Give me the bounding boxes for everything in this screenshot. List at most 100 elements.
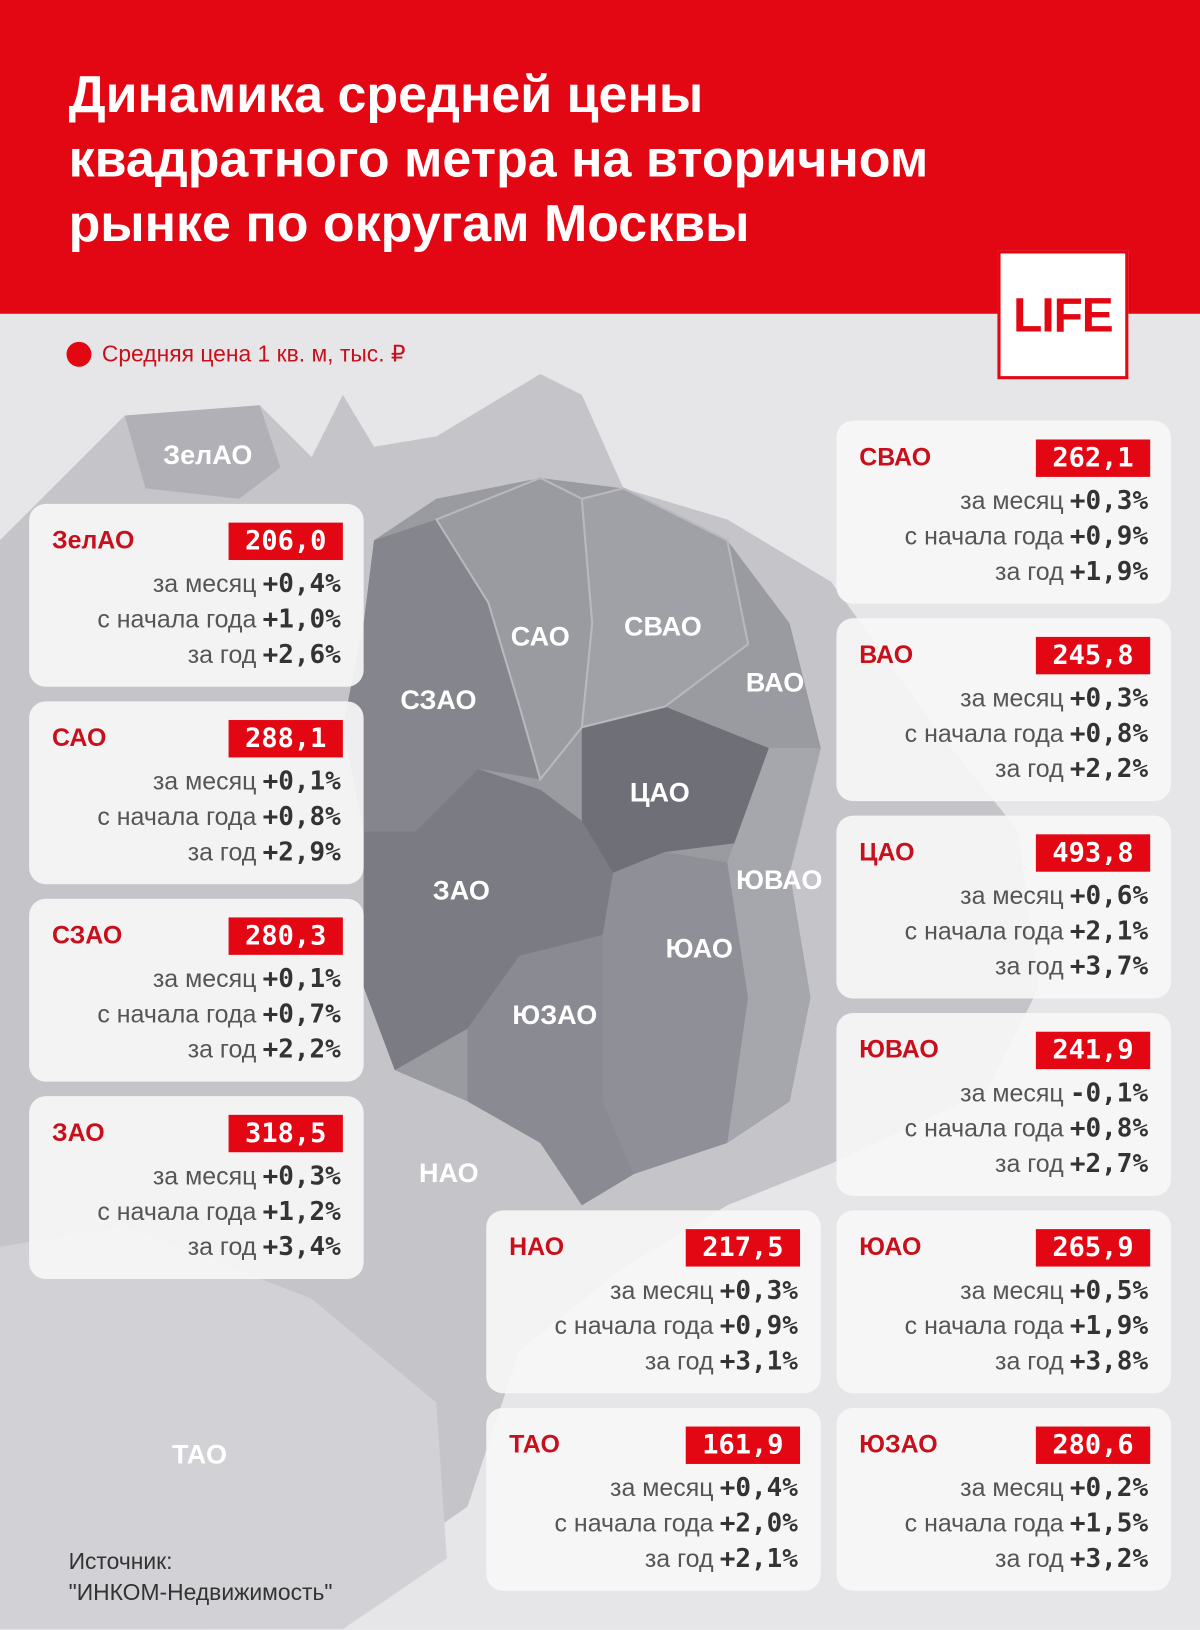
change-value: +0,8% bbox=[262, 801, 341, 832]
district-name: ЗелАО bbox=[51, 526, 135, 555]
title-line: рынке по округам Москвы bbox=[68, 194, 750, 253]
district-card: ЮВАО 241,9 за месяц -0,1% с начала года +0,8%… bbox=[836, 1013, 1171, 1196]
price: 245,8 bbox=[1035, 636, 1151, 675]
change-row: за месяц +0,4% bbox=[153, 568, 341, 599]
change-value: +1,0% bbox=[262, 603, 341, 634]
price: 217,5 bbox=[685, 1229, 801, 1267]
change-row: с начала года +0,7% bbox=[97, 998, 340, 1029]
change-row: за месяц +0,4% bbox=[610, 1472, 798, 1503]
change-value: +0,2% bbox=[1069, 1472, 1149, 1503]
change-value: +2,2% bbox=[1069, 753, 1149, 784]
change-row: с начала года +1,5% bbox=[905, 1508, 1148, 1539]
district-card: ВАО 245,8 за месяц +0,3% с начала года +0,8% з… bbox=[836, 618, 1171, 802]
change-row: с начала года +2,1% bbox=[905, 915, 1148, 946]
change-value: +0,5% bbox=[1069, 1274, 1149, 1305]
price: 262,1 bbox=[1035, 439, 1151, 477]
change-label: за месяц bbox=[152, 767, 257, 796]
change-row: за год +2,2% bbox=[995, 753, 1148, 784]
change-value: +3,8% bbox=[1069, 1345, 1149, 1376]
change-row: с начала года +2,0% bbox=[555, 1508, 798, 1539]
change-row: с начала года +0,8% bbox=[97, 801, 340, 832]
district-name: НАО bbox=[509, 1233, 565, 1262]
change-value: +0,3% bbox=[262, 1160, 341, 1191]
district-name: СВАО bbox=[859, 443, 932, 472]
change-value: +0,1% bbox=[262, 963, 341, 994]
change-value: +3,4% bbox=[262, 1231, 341, 1262]
change-row: за месяц +0,6% bbox=[960, 880, 1148, 911]
change-label: за месяц bbox=[152, 570, 257, 599]
change-row: за месяц +0,1% bbox=[153, 766, 341, 797]
district-card: НАО 217,5 за месяц +0,3% с начала года +0,9% з… bbox=[486, 1210, 821, 1394]
price: 161,9 bbox=[685, 1426, 801, 1464]
change-value: +0,3% bbox=[1069, 682, 1149, 713]
change-value: +2,1% bbox=[719, 1542, 798, 1574]
change-label: за год bbox=[187, 1233, 257, 1262]
change-label: с начала года bbox=[904, 522, 1064, 551]
change-label: за год bbox=[995, 755, 1064, 784]
change-value: +0,9% bbox=[1069, 520, 1149, 551]
district-name: ЦАО bbox=[859, 838, 915, 867]
change-row: за год +3,8% bbox=[995, 1346, 1148, 1377]
map-label: НАО bbox=[419, 1156, 479, 1189]
map-label: ЮАО bbox=[665, 932, 733, 964]
change-label: за год bbox=[187, 1035, 257, 1064]
district-name: САО bbox=[51, 724, 107, 753]
change-label: за год bbox=[644, 1544, 714, 1574]
change-row: за год +1,9% bbox=[995, 556, 1148, 587]
change-value: -0,1% bbox=[1069, 1077, 1149, 1108]
brand-logo: LIFE bbox=[997, 250, 1129, 380]
change-row: за год +2,1% bbox=[645, 1543, 798, 1574]
change-label: за месяц bbox=[152, 965, 257, 994]
source: Источник: "ИНКОМ-Недвижимость" bbox=[69, 1546, 333, 1608]
change-value: +2,0% bbox=[719, 1507, 798, 1538]
change-label: за месяц bbox=[960, 1276, 1064, 1305]
change-label: за месяц bbox=[960, 1474, 1064, 1503]
change-row: за год +2,9% bbox=[188, 836, 341, 867]
change-row: за месяц +0,3% bbox=[960, 683, 1148, 714]
change-row: с начала года +0,8% bbox=[905, 1113, 1148, 1144]
change-value: +1,9% bbox=[1069, 1310, 1149, 1341]
map-label: ЦАО bbox=[629, 776, 690, 808]
change-row: за месяц +0,3% bbox=[960, 485, 1148, 516]
change-label: за год bbox=[187, 838, 257, 867]
change-value: +3,2% bbox=[1069, 1542, 1149, 1574]
price: 265,9 bbox=[1035, 1229, 1151, 1267]
district-name: ТАО bbox=[509, 1430, 560, 1459]
change-label: за месяц bbox=[960, 1079, 1064, 1108]
change-row: за год +2,2% bbox=[188, 1034, 341, 1065]
change-row: с начала года +0,8% bbox=[905, 718, 1148, 749]
price: 280,3 bbox=[228, 917, 343, 955]
change-row: с начала года +0,9% bbox=[905, 521, 1148, 552]
change-label: с начала года bbox=[97, 803, 257, 832]
change-label: с начала года bbox=[554, 1509, 714, 1538]
change-label: за месяц bbox=[960, 882, 1064, 911]
change-row: с начала года +0,9% bbox=[555, 1310, 798, 1341]
price: 206,0 bbox=[228, 522, 343, 561]
legend: Средняя цена 1 кв. м, тыс. ₽ bbox=[66, 341, 405, 368]
district-card: СВАО 262,1 за месяц +0,3% с начала года +0,9%… bbox=[836, 420, 1171, 604]
change-row: за год +3,1% bbox=[645, 1346, 798, 1377]
change-value: +2,9% bbox=[262, 836, 341, 867]
change-row: за год +3,7% bbox=[995, 951, 1148, 982]
change-value: +0,1% bbox=[262, 765, 341, 796]
district-card: ЮАО 265,9 за месяц +0,5% с начала года +1,9% з… bbox=[836, 1210, 1171, 1394]
change-row: за год +3,2% bbox=[995, 1543, 1148, 1574]
title: Динамика средней цены квадратного метра … bbox=[69, 62, 929, 255]
change-label: за год bbox=[644, 1347, 714, 1376]
change-value: +2,2% bbox=[262, 1033, 341, 1064]
change-label: за год bbox=[995, 1544, 1064, 1574]
district-name: ЮЗАО bbox=[859, 1430, 938, 1459]
price: 318,5 bbox=[228, 1114, 343, 1153]
change-value: +0,7% bbox=[262, 998, 341, 1029]
map-label: ЮЗАО bbox=[512, 998, 598, 1031]
change-label: с начала года bbox=[97, 1197, 257, 1227]
map-label: САО bbox=[510, 620, 570, 652]
source-label: Источник: bbox=[68, 1548, 173, 1575]
change-label: с начала года bbox=[904, 720, 1064, 749]
change-label: за год bbox=[995, 1150, 1064, 1179]
change-value: +0,3% bbox=[719, 1274, 798, 1305]
change-row: за месяц -0,1% bbox=[960, 1077, 1148, 1108]
change-row: за месяц +0,1% bbox=[153, 963, 341, 994]
change-row: за год +3,4% bbox=[188, 1231, 341, 1262]
